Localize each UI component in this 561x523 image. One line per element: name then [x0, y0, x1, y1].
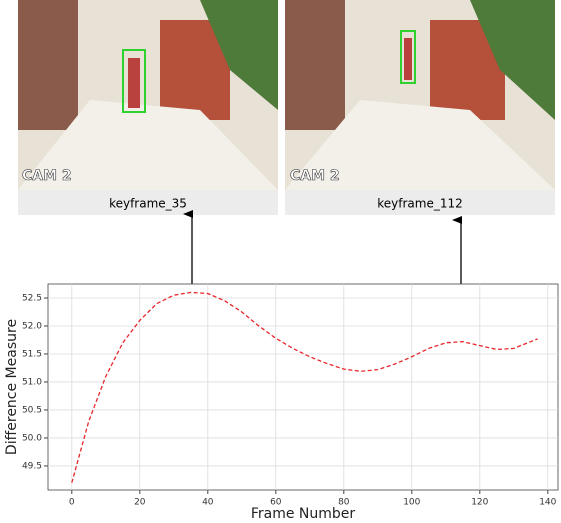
plot-area: [48, 284, 558, 490]
y-axis-label: Difference Measure: [4, 319, 20, 455]
x-tick-label: 20: [134, 498, 146, 508]
camera-label: CAM 2: [290, 168, 340, 184]
x-tick-label: 0: [69, 498, 75, 508]
keyframe-caption: keyframe_112: [377, 197, 463, 211]
camera-label: CAM 2: [22, 168, 72, 184]
y-tick-label: 50.0: [22, 433, 42, 443]
y-tick-label: 52.5: [22, 293, 42, 303]
x-tick-label: 40: [202, 498, 214, 508]
y-tick-label: 51.5: [22, 349, 42, 359]
x-tick-label: 120: [471, 498, 488, 508]
x-tick-label: 140: [539, 498, 556, 508]
x-tick-label: 100: [403, 498, 420, 508]
y-tick-label: 50.5: [22, 405, 42, 415]
y-tick-label: 52.0: [22, 321, 42, 331]
figure: CAM 2 keyframe_35 CAM 2 keyframe_112 49.…: [0, 0, 561, 523]
keyframe-panel: CAM 2 keyframe_35: [18, 0, 278, 215]
y-tick-label: 49.5: [22, 461, 42, 471]
y-tick-label: 51.0: [22, 377, 42, 387]
x-axis-label: Frame Number: [251, 506, 356, 522]
keyframe-panel: CAM 2 keyframe_112: [285, 0, 555, 215]
keyframe-caption: keyframe_35: [109, 197, 187, 211]
canvas: CAM 2 keyframe_35 CAM 2 keyframe_112 49.…: [0, 0, 561, 523]
